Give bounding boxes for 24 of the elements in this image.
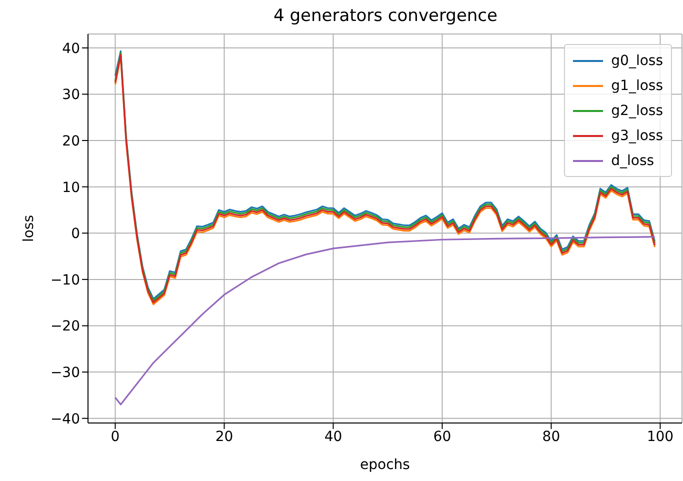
x-tick-label: 60: [433, 428, 452, 445]
y-tick-label: −30: [50, 365, 80, 382]
legend-label: g3_loss: [611, 128, 663, 144]
x-axis-title: epochs: [360, 457, 410, 473]
legend-label: d_loss: [611, 152, 654, 168]
y-tick-label: 20: [62, 133, 80, 150]
y-tick-label: 40: [62, 40, 80, 57]
y-tick-label: −20: [50, 318, 80, 335]
legend-label: g0_loss: [611, 52, 663, 68]
x-tick-label: 40: [324, 428, 342, 445]
y-tick-label: −10: [50, 272, 80, 288]
y-axis-title: loss: [20, 214, 37, 242]
chart-title: 4 generators convergence: [272, 6, 498, 26]
y-tick-label: 30: [62, 87, 80, 104]
legend-label: g1_loss: [611, 78, 663, 94]
x-tick-label: 100: [646, 428, 674, 445]
y-tick-label: 0: [71, 226, 80, 242]
x-tick-label: 20: [215, 428, 234, 445]
x-tick-label: 80: [542, 428, 560, 445]
y-tick-label: 10: [62, 180, 80, 196]
line-series: [114, 236, 656, 406]
legend-label: g2_loss: [611, 102, 663, 118]
y-tick-label: −40: [50, 411, 80, 428]
x-tick-label: 0: [110, 428, 120, 445]
